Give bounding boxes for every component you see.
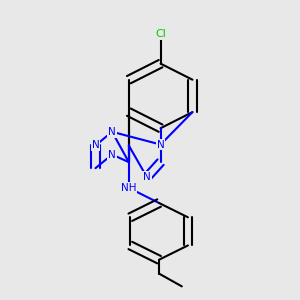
Text: N: N: [108, 127, 116, 137]
Text: NH: NH: [121, 183, 136, 193]
Text: N: N: [157, 140, 164, 149]
Text: Cl: Cl: [155, 29, 166, 39]
Text: N: N: [143, 172, 151, 182]
Text: N: N: [92, 140, 99, 151]
Text: N: N: [108, 149, 116, 160]
